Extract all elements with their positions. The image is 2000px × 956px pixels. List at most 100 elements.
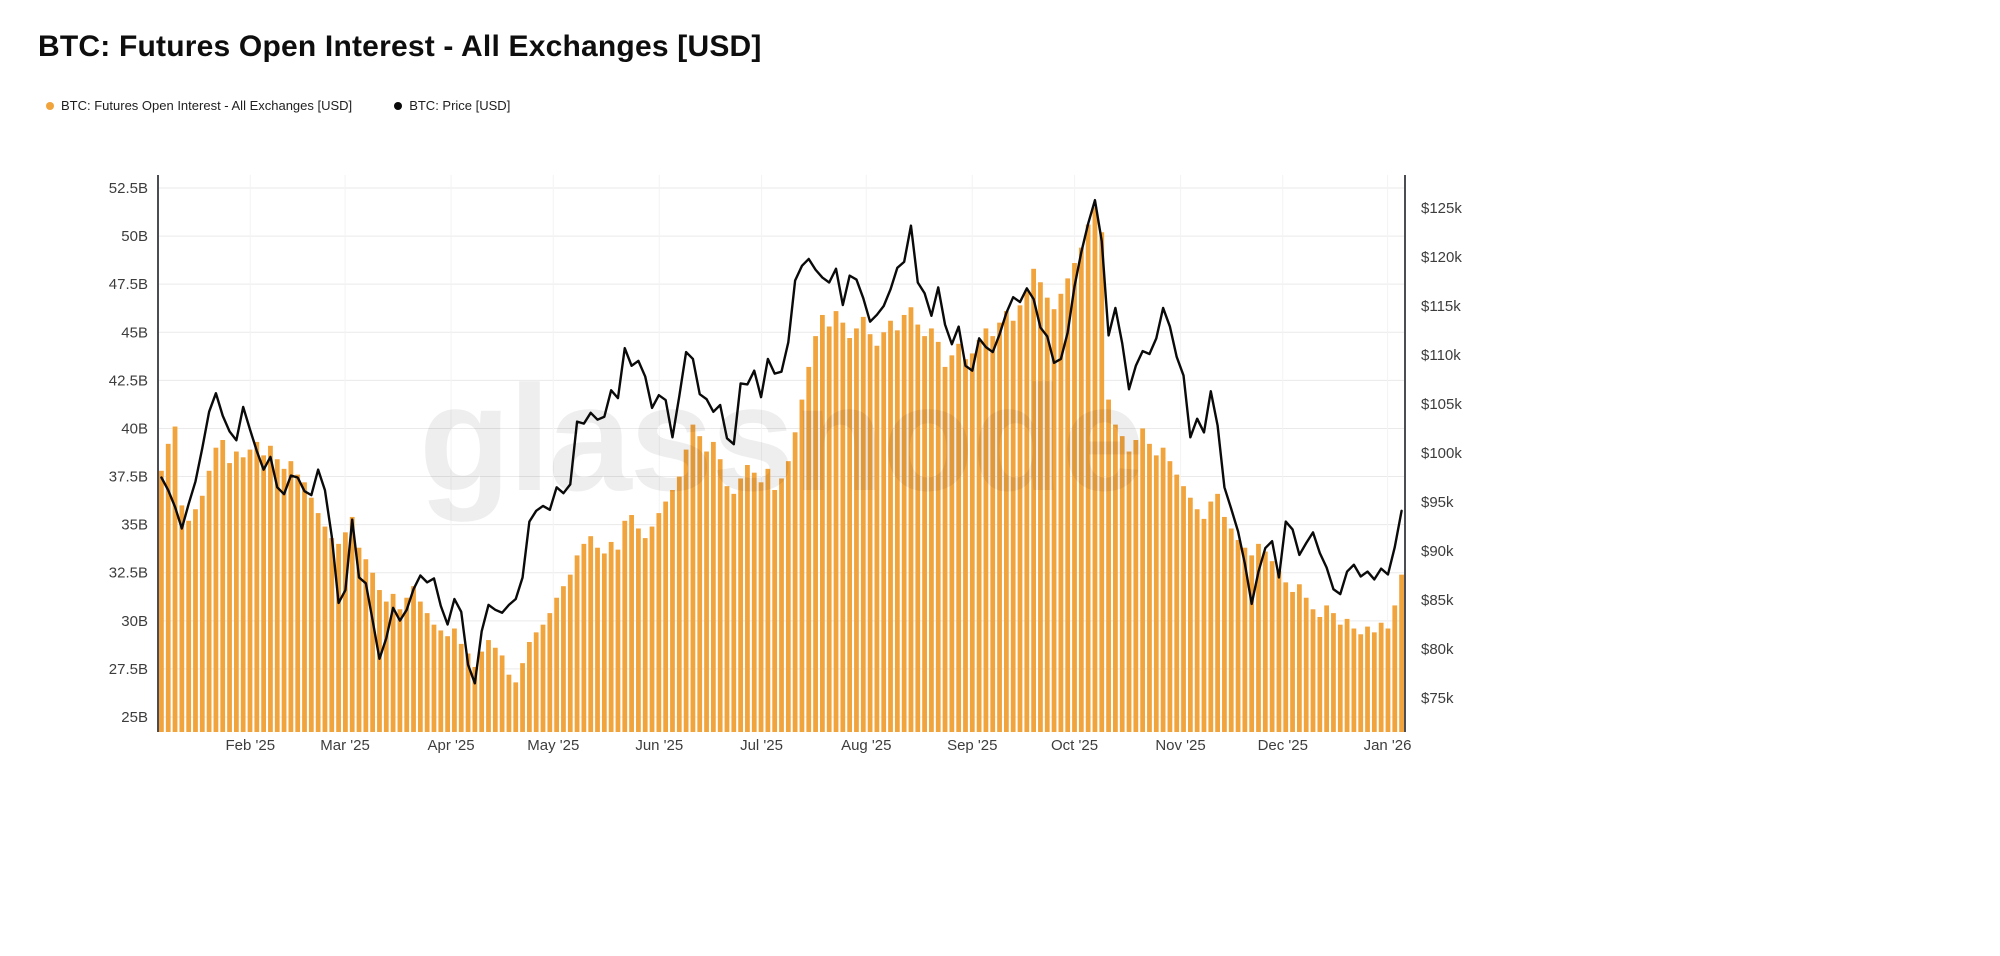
oi-bar (1147, 443, 1152, 732)
oi-bar (1058, 293, 1064, 732)
oi-bar (785, 461, 791, 732)
left-axis-tick-label: 32.5B (109, 565, 148, 582)
left-axis-tick-label: 37.5B (109, 469, 148, 486)
oi-bar (881, 332, 887, 732)
oi-bar (656, 513, 662, 732)
oi-bar (199, 495, 205, 732)
right-axis-tick-label: $125k (1421, 200, 1462, 217)
left-axis-tick-label: 52.5B (109, 180, 148, 197)
oi-bar (1072, 263, 1077, 732)
oi-bar (1078, 247, 1084, 732)
x-axis-tick-label: Apr '25 (428, 737, 475, 754)
oi-bar (1208, 501, 1214, 732)
oi-bar (383, 601, 389, 732)
oi-bar (717, 459, 723, 732)
oi-bar (738, 478, 743, 732)
oi-bar (1310, 609, 1316, 732)
x-axis-tick-label: Dec '25 (1258, 737, 1308, 754)
oi-bar (390, 593, 396, 732)
oi-bar (540, 624, 546, 732)
oi-bar (1351, 628, 1357, 732)
oi-bar (860, 316, 866, 732)
oi-bar (1344, 618, 1350, 732)
oi-bar (867, 334, 873, 732)
oi-bar (1031, 268, 1037, 732)
oi-bar (615, 549, 621, 732)
oi-bar (206, 470, 212, 732)
oi-bar (901, 314, 907, 732)
oi-bar (1331, 613, 1336, 732)
right-axis-tick-label: $105k (1421, 396, 1462, 413)
oi-bar (274, 459, 280, 732)
oi-bar (1358, 634, 1364, 732)
oi-bar (1038, 282, 1043, 732)
right-axis-tick-label: $115k (1421, 298, 1461, 315)
oi-bar (1160, 447, 1166, 732)
oi-bar (1337, 624, 1343, 732)
oi-bar (1256, 543, 1261, 732)
oi-bar (1174, 474, 1180, 732)
oi-bar (847, 338, 853, 732)
oi-bar (486, 640, 491, 732)
legend-item[interactable]: BTC: Futures Open Interest - All Exchang… (46, 98, 352, 113)
oi-bar (233, 451, 239, 732)
oi-bar (676, 476, 682, 732)
left-axis-tick-label: 40B (121, 420, 148, 437)
oi-bar (1317, 616, 1323, 732)
oi-bar (520, 663, 525, 732)
oi-bar (601, 553, 607, 732)
oi-bar (983, 328, 989, 732)
oi-bar (370, 572, 376, 732)
price-line (160, 198, 1403, 685)
oi-bar (452, 628, 457, 732)
oi-bar (1024, 289, 1030, 732)
oi-bar (969, 353, 975, 732)
oi-bar (336, 543, 341, 732)
oi-bar (254, 441, 260, 732)
oi-bar (404, 597, 410, 732)
oi-bar (1051, 309, 1057, 732)
oi-bar (343, 532, 348, 732)
oi-bar (915, 324, 921, 732)
oi-bar (1371, 632, 1377, 732)
oi-bar (1324, 605, 1330, 732)
oi-bar (1106, 399, 1111, 732)
legend-item[interactable]: BTC: Price [USD] (394, 98, 510, 113)
oi-bar (322, 526, 328, 732)
legend-label: BTC: Futures Open Interest - All Exchang… (61, 98, 353, 113)
right-axis-tick-label: $110k (1421, 347, 1461, 364)
oi-bar (1187, 497, 1193, 732)
oi-bar (595, 547, 600, 732)
oi-bar (1365, 626, 1370, 732)
left-axis-tick-label: 50B (121, 228, 148, 245)
oi-bar (997, 322, 1002, 732)
oi-bar (554, 597, 560, 732)
oi-bar (479, 651, 485, 732)
oi-bar (949, 355, 955, 732)
oi-bar (1133, 440, 1139, 732)
left-axis-tick-label: 45B (121, 324, 148, 341)
oi-bar (1092, 207, 1098, 733)
legend-label: BTC: Price [USD] (409, 98, 511, 113)
oi-bar (574, 555, 580, 732)
oi-bar (581, 543, 587, 732)
oi-bar (710, 441, 716, 732)
oi-bar (1385, 628, 1391, 732)
glassnode-watermark: glassnode (419, 354, 1143, 522)
oi-bar (431, 624, 437, 732)
oi-bar (1140, 428, 1146, 732)
x-axis-tick-label: Sep '25 (947, 737, 997, 754)
oi-bar (1222, 516, 1227, 732)
oi-bar (649, 526, 655, 732)
x-axis-tick-label: Nov '25 (1155, 737, 1205, 754)
oi-bar (1044, 297, 1050, 732)
oi-bar (397, 609, 403, 732)
right-axis-tick-label: $75k (1421, 690, 1454, 707)
oi-bar (929, 328, 934, 732)
oi-bar (1235, 540, 1241, 732)
oi-bar (1249, 555, 1255, 732)
oi-bar (956, 343, 962, 732)
oi-bar (1392, 605, 1398, 732)
oi-bar (349, 516, 355, 732)
